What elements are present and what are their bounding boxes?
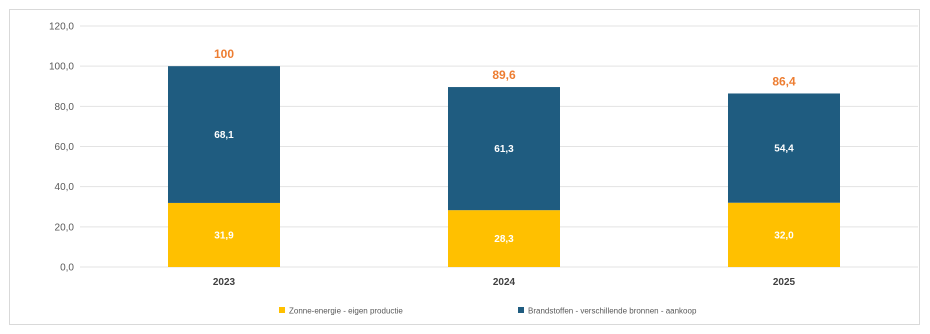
data-label-2024-series-0: 28,3 [494, 234, 514, 245]
legend-label-series-0: Zonne-energie - eigen productie [289, 307, 403, 316]
y-tick-label-1: 20,0 [55, 222, 75, 233]
bar-2024-series-0 [448, 210, 560, 267]
data-label-2025-series-0: 32,0 [774, 230, 794, 241]
data-label-2024-series-1: 61,3 [494, 144, 514, 155]
x-tick-label-2025: 2025 [773, 277, 796, 288]
total-label-2023: 100 [214, 47, 234, 61]
bar-2025-series-1 [728, 93, 840, 203]
legend-swatch-series-0 [279, 307, 285, 313]
bar-2023-series-1 [168, 66, 280, 203]
data-label-2025-series-1: 54,4 [774, 144, 794, 155]
data-label-2023-series-0: 31,9 [214, 230, 234, 241]
legend-label-series-1: Brandstoffen - verschillende bronnen - a… [528, 307, 697, 316]
x-tick-label-2024: 2024 [493, 277, 516, 288]
bar-2025-series-0 [728, 202, 840, 267]
data-label-2023-series-1: 68,1 [214, 130, 234, 141]
total-label-2024: 89,6 [492, 68, 516, 82]
y-tick-label-6: 120,0 [49, 22, 74, 33]
bar-2023-series-0 [168, 202, 280, 267]
y-tick-label-2: 40,0 [55, 182, 75, 193]
legend-swatch-series-1 [518, 307, 524, 313]
x-tick-label-2023: 2023 [213, 277, 236, 288]
y-tick-label-4: 80,0 [55, 102, 75, 113]
bar-2024-series-1 [448, 87, 560, 211]
y-tick-label-0: 0,0 [60, 263, 74, 274]
total-label-2025: 86,4 [772, 74, 796, 88]
y-tick-label-5: 100,0 [49, 62, 74, 73]
y-tick-label-3: 60,0 [55, 142, 75, 153]
